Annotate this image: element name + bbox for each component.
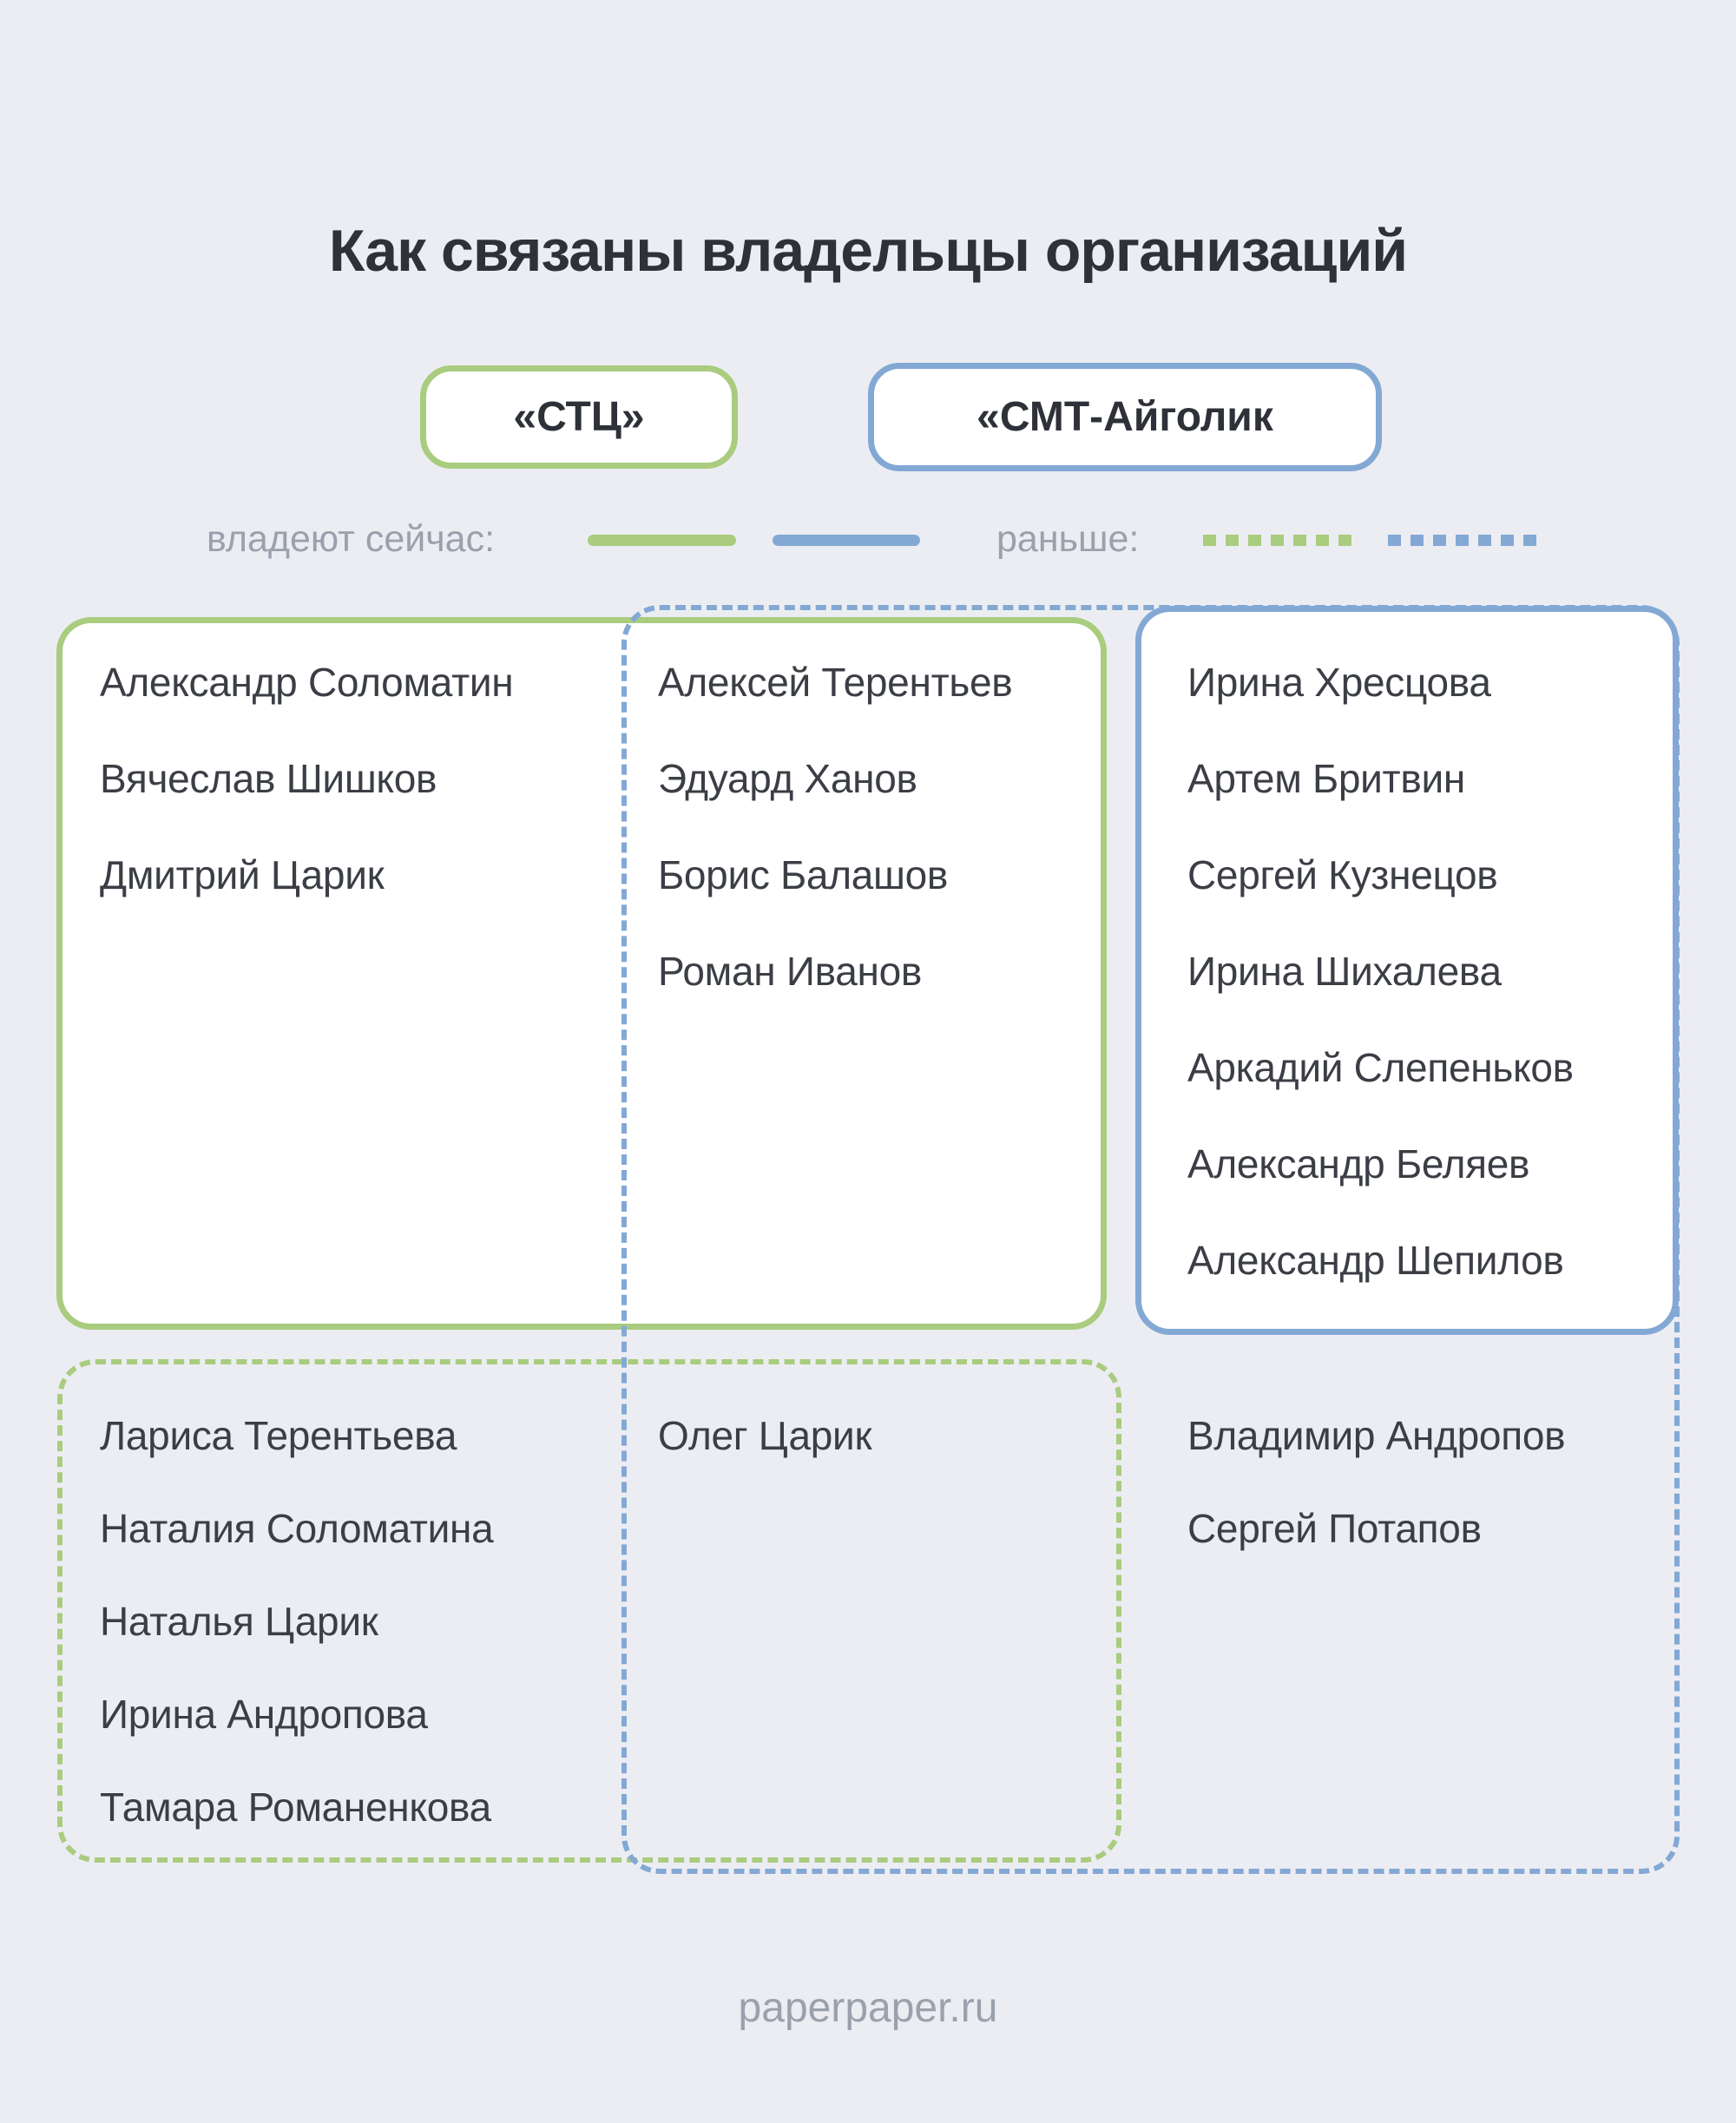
owner-name: Наталья Царик	[100, 1599, 378, 1644]
org-chip-stc: «СТЦ»	[420, 365, 738, 469]
owner-name: Тамара Романенкова	[100, 1785, 491, 1830]
org-chip-smt: «СМТ-Айголик	[868, 363, 1382, 471]
owner-name: Ирина Андропова	[100, 1692, 428, 1737]
legend-swatch-former-smt	[1388, 535, 1541, 546]
org-chip-smt-label: «СМТ-Айголик	[976, 394, 1273, 440]
stc-former-owners-box	[57, 1359, 1121, 1863]
owners-stc-current-only-list: Александр Соломатин Вячеслав Шишков Дмитри…	[100, 634, 514, 923]
owners-both-former-list: Олег Царик	[658, 1390, 872, 1482]
footer-site-credit: paperpaper.ru	[738, 1985, 998, 2031]
owner-name: Роман Иванов	[658, 949, 923, 994]
legend-swatch-current-stc	[588, 535, 736, 546]
legend-current-label: владеют сейчас:	[207, 518, 496, 560]
owner-name: Олег Царик	[658, 1413, 872, 1458]
owner-name: Сергей Кузнецов	[1187, 852, 1498, 897]
owner-name: Дмитрий Царик	[100, 852, 385, 897]
owners-stc-current-smt-former-list: Алексей Терентьев Эдуард Ханов Борис Балаш…	[658, 634, 1013, 1020]
owner-name: Борис Балашов	[658, 852, 949, 897]
owners-smt-current-list: Ирина Хресцова Артем Бритвин Сергей Кузнец…	[1187, 634, 1574, 1309]
owner-name: Артем Бритвин	[1187, 756, 1465, 801]
owner-name: Александр Шепилов	[1187, 1238, 1564, 1283]
legend-swatch-current-smt	[773, 535, 920, 546]
owner-name: Эдуард Ханов	[658, 756, 917, 801]
owner-name: Вячеслав Шишков	[100, 756, 437, 801]
legend-former-label: раньше:	[996, 518, 1140, 560]
owner-name: Ирина Шихалева	[1187, 949, 1502, 994]
owner-name: Ирина Хресцова	[1187, 660, 1491, 705]
owner-name: Владимир Андропов	[1187, 1413, 1566, 1458]
owner-name: Александр Беляев	[1187, 1141, 1530, 1186]
owner-name: Наталия Соломатина	[100, 1506, 494, 1551]
page-title: Как связаны владельцы организаций	[328, 218, 1408, 284]
owners-smt-former-only-list: Владимир Андропов Сергей Потапов	[1187, 1390, 1566, 1575]
owner-name: Алексей Терентьев	[658, 660, 1013, 705]
owners-stc-former-only-list: Лариса Терентьева Наталия Соломатина Натал…	[100, 1390, 494, 1854]
owner-name: Лариса Терентьева	[100, 1413, 457, 1458]
stc-current-owners-box	[56, 617, 1107, 1330]
owner-name: Аркадий Слепеньков	[1187, 1045, 1574, 1090]
owner-name: Александр Соломатин	[100, 660, 514, 705]
legend-swatch-former-stc	[1203, 535, 1354, 546]
smt-current-owners-box	[1135, 606, 1679, 1335]
org-chip-stc-label: «СТЦ»	[513, 394, 645, 440]
owner-name: Сергей Потапов	[1187, 1506, 1482, 1551]
